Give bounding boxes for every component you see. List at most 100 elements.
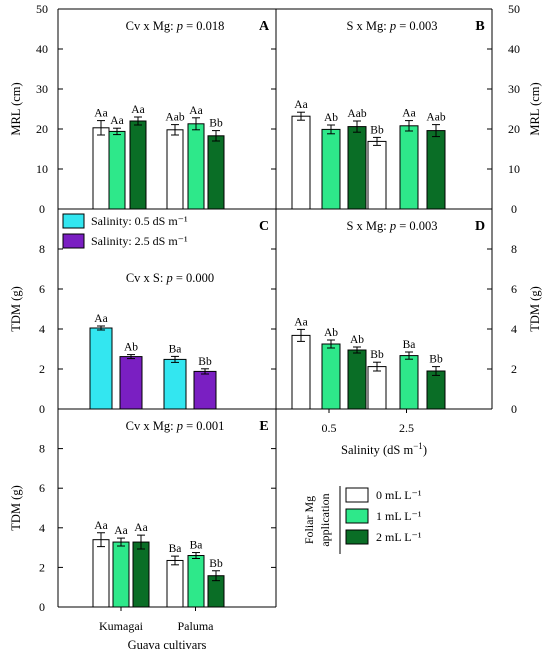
text-part: p <box>389 219 396 233</box>
mg-legend-title: Foliar Mg <box>302 496 316 544</box>
panel-title: Cv x Mg: p = 0.018 <box>126 19 225 33</box>
data-label: Aa <box>134 522 147 534</box>
panel-B: 0 10 20 30 40 50 MRL (cm) B S x Mg: p = 0.003 Aa B… <box>291 2 542 216</box>
legend-swatch <box>62 213 85 229</box>
data-label: Ab <box>124 342 138 354</box>
x-axis-title: Salinity (dS m−1) <box>341 441 427 457</box>
data-label: Bb <box>370 124 384 136</box>
data-label: Aa <box>189 105 202 117</box>
bar <box>132 541 150 608</box>
data-label: Ba <box>403 339 416 351</box>
data-label: Aab <box>165 112 184 124</box>
panel-title: Cv x Mg: p = 0.001 <box>126 419 225 433</box>
y-tick-label: 10 <box>508 162 520 176</box>
y-tick-label: 8 <box>39 242 45 256</box>
x-tick-label: Paluma <box>178 619 215 633</box>
y-tick-label: 0 <box>511 402 517 416</box>
bar <box>187 555 205 608</box>
data-label: Ab <box>350 334 364 346</box>
text-part: p <box>165 271 172 285</box>
y-tick-label: 2 <box>39 362 45 376</box>
panel-letter: A <box>259 19 270 34</box>
data-label: Aa <box>94 108 107 120</box>
y-tick-label: 0 <box>39 202 45 216</box>
y-tick-label: 20 <box>36 122 48 136</box>
text-part: Cv x Mg: <box>126 19 177 33</box>
data-label: Aa <box>131 104 144 116</box>
data-label: Aab <box>347 108 366 120</box>
data-label: Ab <box>324 112 338 124</box>
legend-label: 1 mL L⁻¹ <box>376 509 422 523</box>
y-axis-title: MRL (cm) <box>9 82 23 135</box>
y-tick-label: 0 <box>39 600 45 614</box>
y-tick-label: 4 <box>39 322 45 336</box>
y-tick-label: 4 <box>39 521 45 535</box>
y-tick-label: 20 <box>508 122 520 136</box>
text-part: p <box>389 19 396 33</box>
data-label: Aa <box>294 316 307 328</box>
text-part: = 0.003 <box>396 19 437 33</box>
bar <box>426 370 446 410</box>
data-label: Ba <box>169 343 182 355</box>
y-tick-label: 0 <box>511 202 517 216</box>
data-label: Aa <box>110 115 123 127</box>
y-tick-label: 2 <box>511 362 517 376</box>
data-label: Aa <box>94 313 107 325</box>
bar <box>187 123 205 210</box>
bar <box>367 140 387 210</box>
bar <box>119 356 143 410</box>
text-part: −1 <box>413 441 423 451</box>
y-tick-label: 40 <box>508 42 520 56</box>
y-tick-label: 40 <box>36 42 48 56</box>
bar <box>291 334 311 410</box>
data-label: Bb <box>370 349 384 361</box>
legend-swatch <box>345 487 369 503</box>
bar <box>321 128 341 210</box>
panel-title: S x Mg: p = 0.003 <box>346 19 437 33</box>
text-part: S x Mg: <box>346 219 389 233</box>
data-label: Aa <box>114 525 127 537</box>
text-part: Salinity (dS m <box>341 443 414 457</box>
legend-swatch <box>345 508 369 524</box>
text-part: S x Mg: <box>346 19 389 33</box>
y-tick-label: 6 <box>39 481 45 495</box>
data-label: Ab <box>324 327 338 339</box>
y-tick-label: 0 <box>39 402 45 416</box>
panel-letter: E <box>259 419 268 434</box>
y-tick-label: 50 <box>36 2 48 16</box>
text-part: p <box>176 19 183 33</box>
bar <box>426 130 446 210</box>
x-tick-label: 2.5 <box>399 421 414 435</box>
y-tick-label: 50 <box>508 2 520 16</box>
legend-swatch <box>345 529 369 545</box>
bar <box>112 541 130 608</box>
panel-title: Cv x S: p = 0.000 <box>126 271 214 285</box>
bar <box>163 358 187 410</box>
legend-label: 2 mL L⁻¹ <box>376 530 422 544</box>
bar <box>347 126 367 210</box>
bar <box>399 355 419 410</box>
data-label: Bb <box>209 558 223 570</box>
bar <box>92 539 110 608</box>
panel-letter: C <box>259 219 269 234</box>
text-part: ) <box>423 443 427 457</box>
y-tick-label: 8 <box>39 442 45 456</box>
y-tick-label: 30 <box>36 82 48 96</box>
data-label: Ba <box>190 540 203 552</box>
data-label: Bb <box>198 356 212 368</box>
y-axis-title: TDM (g) <box>528 286 542 331</box>
y-axis-title: TDM (g) <box>9 286 23 331</box>
y-tick-label: 8 <box>511 242 517 256</box>
y-tick-label: 4 <box>511 322 517 336</box>
panel-C: 0 2 4 6 8 TDM (g) C Cv x S: p = 0.000 Aa Ba Ab Bb Sa… <box>9 213 276 416</box>
panel-A: 0 10 20 30 40 50 MRL (cm) A Cv x Mg: p = 0.018 Aa… <box>9 2 276 216</box>
legend-swatch <box>62 233 85 249</box>
mg-legend: Foliar Mg application 0 mL L⁻¹ 1 mL L⁻¹ 2 mL… <box>302 486 422 554</box>
data-label: Aab <box>426 112 445 124</box>
bar <box>399 125 419 210</box>
bar <box>291 115 311 210</box>
text-part: Cv x S: <box>126 271 167 285</box>
bar <box>207 135 225 210</box>
text-part: = 0.000 <box>173 271 214 285</box>
